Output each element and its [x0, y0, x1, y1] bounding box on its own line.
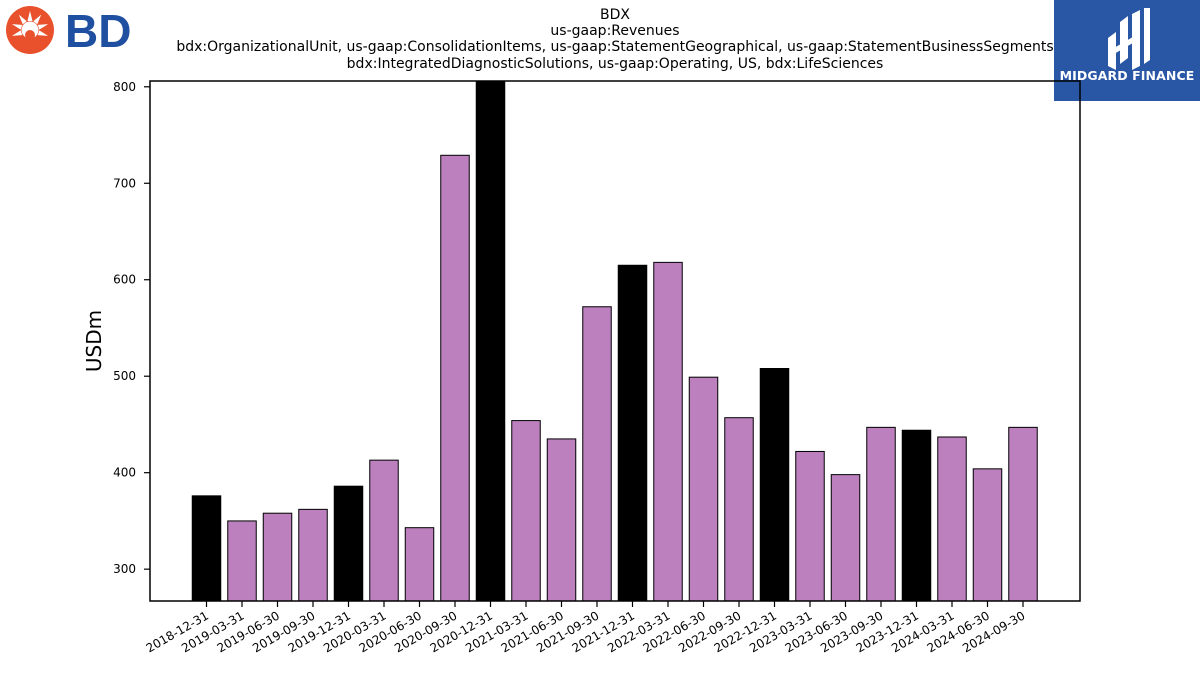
y-tick-label: 400: [113, 466, 136, 480]
bar-2020-09-30: [440, 154, 470, 602]
bar-2023-09-30: [866, 426, 896, 602]
chart-title-line-4: bdx:IntegratedDiagnosticSolutions, us-ga…: [346, 56, 884, 72]
y-tick-label: 300: [113, 562, 136, 576]
bar-2022-12-31: [759, 368, 790, 602]
y-tick-label: 500: [113, 369, 136, 383]
bar-2021-12-31: [617, 264, 648, 602]
bar-2021-09-30: [582, 306, 612, 602]
bar-2022-03-31: [653, 261, 683, 602]
bars-layer: [191, 80, 1038, 602]
bar-2020-12-31: [475, 80, 506, 602]
bar-2023-03-31: [795, 450, 825, 602]
bar-2024-09-30: [1008, 426, 1038, 602]
plot-frame: [149, 80, 1081, 602]
y-tick-label: 800: [113, 80, 136, 94]
chart-title-line-3: bdx:OrganizationalUnit, us-gaap:Consolid…: [176, 39, 1054, 55]
bar-2024-06-30: [972, 468, 1003, 602]
bar-2023-06-30: [830, 474, 861, 602]
bar-2020-06-30: [404, 527, 435, 602]
y-tick-label: 700: [113, 176, 136, 190]
chart-title-line-1: BDX: [600, 7, 630, 23]
bar-2022-09-30: [724, 417, 754, 602]
midgard-finance-logo: MIDGARD FINANCE: [1054, 0, 1200, 101]
bar-2019-06-30: [262, 512, 293, 602]
bd-logo: BD: [6, 5, 131, 56]
bar-2022-06-30: [688, 376, 719, 602]
midgard-logo-text: MIDGARD FINANCE: [1059, 68, 1195, 83]
bar-2020-03-31: [369, 459, 399, 602]
y-tick-label: 600: [113, 273, 136, 287]
bar-2018-12-31: [191, 495, 222, 602]
chart-title-line-2: us-gaap:Revenues: [550, 23, 680, 39]
bd-starburst-icon: [6, 6, 54, 54]
bar-2019-12-31: [333, 485, 364, 602]
bar-2024-03-31: [937, 436, 967, 602]
midgard-emblem-icon: [1108, 8, 1150, 70]
bar-2019-03-31: [227, 520, 257, 602]
y-axis-label: USDm: [82, 310, 106, 372]
bar-2021-06-30: [546, 438, 577, 602]
bar-2023-12-31: [901, 429, 932, 602]
bar-2019-09-30: [298, 508, 328, 602]
bar-2021-03-31: [511, 420, 541, 602]
bd-logo-text: BD: [65, 5, 131, 56]
